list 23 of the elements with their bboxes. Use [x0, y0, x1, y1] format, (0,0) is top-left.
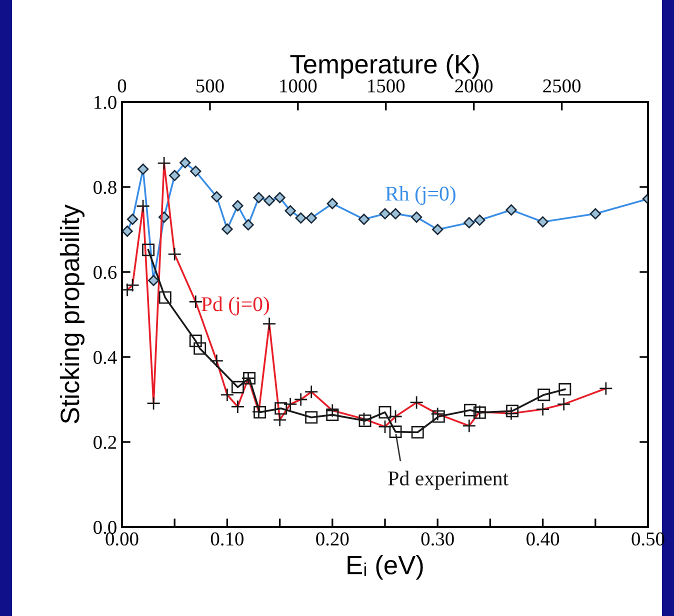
- series-label: Rh (j=0): [386, 186, 456, 205]
- series-label: Pd (j=0): [202, 296, 270, 316]
- x2-tick-label: 0: [118, 79, 126, 92]
- x-tick-label: 0.00: [106, 532, 138, 546]
- y-tick-label: 0.0: [94, 520, 116, 534]
- x-tick-label: 0.30: [421, 532, 454, 546]
- y-tick-label: 0.4: [94, 350, 117, 364]
- series-label: Pd experiment: [388, 470, 508, 490]
- x2-tick-label: 2000: [455, 79, 493, 92]
- x2-axis-title: Temperature (K): [290, 54, 479, 79]
- x-tick-label: 0.40: [526, 532, 560, 546]
- x2-tick-label: 1500: [368, 79, 405, 92]
- y-axis-title: Sticking propability: [60, 204, 84, 424]
- y-tick-label: 0.2: [94, 436, 116, 450]
- y-tick-label: 0.8: [94, 180, 116, 194]
- x2-tick-label: 500: [196, 79, 224, 92]
- y-tick-label: 0.6: [94, 266, 117, 280]
- x-tick-label: 0.20: [316, 532, 349, 546]
- x-tick-label: 0.10: [210, 532, 244, 546]
- x2-tick-label: 1000: [280, 79, 317, 92]
- x2-tick-label: 2500: [543, 79, 580, 92]
- x-axis-title: Eᵢ (eV): [348, 555, 423, 580]
- y-tick-label: 1.0: [94, 96, 116, 110]
